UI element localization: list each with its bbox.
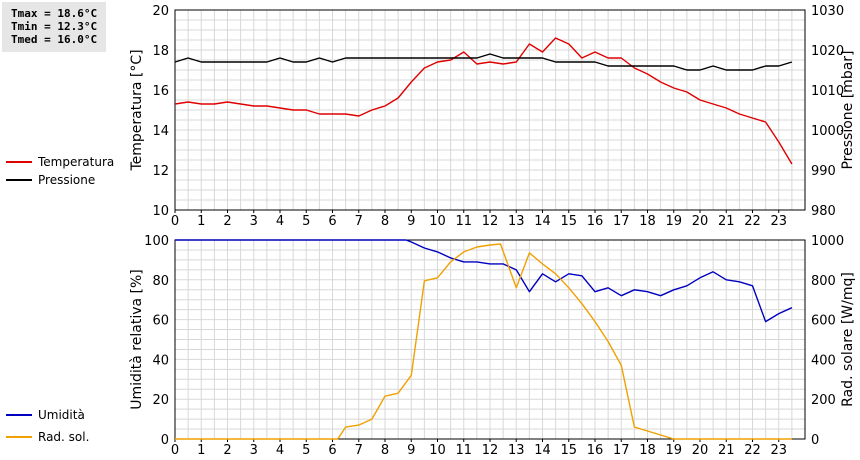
- x-tick-label: 22: [744, 214, 761, 229]
- x-tick-label: 23: [770, 214, 787, 229]
- x-tick-label: 10: [429, 214, 446, 229]
- x-tick-label: 19: [665, 214, 682, 229]
- x-tick-label: 14: [534, 443, 551, 458]
- x-tick-label: 18: [639, 214, 656, 229]
- y-tick-label: 80: [152, 274, 169, 289]
- x-tick-label: 1: [197, 443, 205, 458]
- x-tick-label: 8: [381, 443, 389, 458]
- series-line-rad-sol-: [175, 243, 792, 440]
- x-tick-label: 4: [276, 214, 284, 229]
- y2-tick-label: 0: [811, 433, 819, 448]
- x-tick-label: 15: [560, 443, 577, 458]
- y2-tick-label: 600: [811, 314, 836, 329]
- y-tick-label: 20: [152, 4, 169, 19]
- y-tick-label: 12: [152, 164, 169, 179]
- y2-tick-label: 200: [811, 393, 836, 408]
- x-tick-label: 0: [171, 214, 179, 229]
- tmed-label: Tmed = 16.0°C: [11, 33, 98, 46]
- tmax-label: Tmax = 18.6°C: [11, 7, 98, 20]
- x-tick-label: 11: [455, 443, 472, 458]
- y2-tick-label: 1020: [811, 44, 844, 59]
- x-tick-label: 16: [587, 443, 604, 458]
- legend-label: Pressione: [38, 173, 95, 187]
- legend-label: Rad. sol.: [38, 430, 89, 444]
- y2-tick-label: 1030: [811, 4, 844, 19]
- x-tick-label: 5: [302, 443, 310, 458]
- series-line-umidit-: [175, 239, 793, 323]
- tmin-label: Tmin = 12.3°C: [11, 20, 98, 33]
- x-tick-label: 0: [171, 443, 179, 458]
- legend-label: Temperatura: [37, 155, 114, 169]
- x-tick-label: 1: [197, 214, 205, 229]
- x-tick-label: 13: [508, 443, 525, 458]
- x-tick-label: 21: [718, 443, 735, 458]
- y2-tick-label: 800: [811, 274, 836, 289]
- y-tick-label: 40: [152, 353, 169, 368]
- x-tick-label: 4: [276, 443, 284, 458]
- chart-panel-2: 0 1 2 3 4 5 6 7 8 9 10 11 12 13 14 15 16 17 18 19 20 21 22 2302…: [6, 234, 856, 458]
- stats-box: Tmax = 18.6°C Tmin = 12.3°C Tmed = 16.0°…: [2, 2, 106, 52]
- x-tick-label: 5: [302, 214, 310, 229]
- x-tick-label: 22: [744, 443, 761, 458]
- x-tick-label: 2: [223, 443, 231, 458]
- x-tick-label: 2: [223, 214, 231, 229]
- y-axis-label: Umidità relativa [%]: [129, 269, 145, 410]
- series-line-pressione: [174, 53, 793, 71]
- x-tick-label: 20: [692, 214, 709, 229]
- x-tick-label: 16: [587, 214, 604, 229]
- x-tick-label: 9: [407, 443, 415, 458]
- y2-axis-label: Pressione [mbar]: [840, 50, 856, 169]
- x-tick-label: 17: [613, 443, 630, 458]
- x-tick-label: 19: [665, 443, 682, 458]
- y2-tick-label: 400: [811, 353, 836, 368]
- y2-axis-label: Rad. solare [W/mq]: [840, 272, 856, 407]
- x-tick-label: 17: [613, 214, 630, 229]
- x-tick-label: 7: [355, 443, 363, 458]
- x-tick-label: 14: [534, 214, 551, 229]
- x-tick-label: 10: [429, 443, 446, 458]
- y2-tick-label: 1000: [811, 124, 844, 139]
- x-tick-label: 21: [718, 214, 735, 229]
- x-tick-label: 12: [482, 214, 499, 229]
- x-tick-label: 18: [639, 443, 656, 458]
- y2-tick-label: 980: [811, 204, 836, 219]
- x-tick-label: 20: [692, 443, 709, 458]
- y2-tick-label: 1010: [811, 84, 844, 99]
- legend-label: Umidità: [38, 408, 85, 422]
- x-tick-label: 13: [508, 214, 525, 229]
- x-tick-label: 3: [250, 214, 258, 229]
- y-tick-label: 14: [152, 124, 169, 139]
- y-tick-label: 100: [144, 234, 169, 249]
- x-tick-label: 6: [328, 214, 336, 229]
- x-tick-label: 3: [250, 443, 258, 458]
- x-tick-label: 6: [328, 443, 336, 458]
- y-tick-label: 20: [152, 393, 169, 408]
- y-tick-label: 10: [152, 204, 169, 219]
- x-tick-label: 9: [407, 214, 415, 229]
- x-tick-label: 7: [355, 214, 363, 229]
- y-tick-label: 18: [152, 44, 169, 59]
- y2-tick-label: 1000: [811, 234, 844, 249]
- chart-panel-1: 0 1 2 3 4 5 6 7 8 9 10 11 12 13 14 15 16 17 18 19 20 21 22 2310…: [6, 4, 856, 229]
- x-tick-label: 23: [770, 443, 787, 458]
- y-tick-label: 0: [161, 433, 169, 448]
- y-axis-label: Temperatura [°C]: [129, 49, 145, 171]
- y2-tick-label: 990: [811, 164, 836, 179]
- y-tick-label: 60: [152, 314, 169, 329]
- x-tick-label: 15: [560, 214, 577, 229]
- y-tick-label: 16: [152, 84, 169, 99]
- x-tick-label: 8: [381, 214, 389, 229]
- x-tick-label: 12: [482, 443, 499, 458]
- series-line-temperatura: [174, 37, 793, 165]
- x-tick-label: 11: [455, 214, 472, 229]
